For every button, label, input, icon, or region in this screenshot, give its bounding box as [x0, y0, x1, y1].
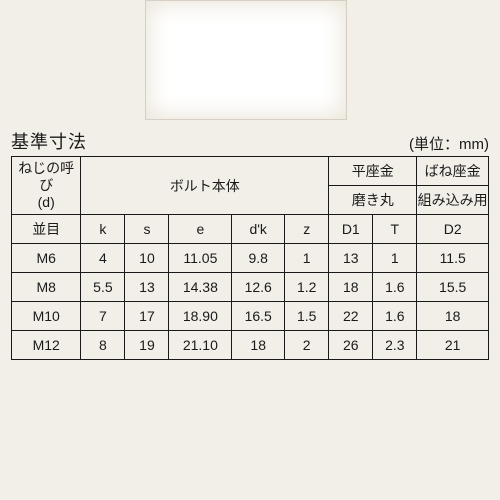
cell-d: M8 — [12, 273, 81, 302]
cell-e: 14.38 — [169, 273, 232, 302]
cell-s: 13 — [125, 273, 169, 302]
cell-D1: 26 — [329, 331, 373, 360]
th-polished-round: 磨き丸 — [329, 186, 417, 215]
cell-e: 18.90 — [169, 302, 232, 331]
th-built-in: 組み込み用 — [417, 186, 489, 215]
table-row: M6 4 10 11.05 9.8 1 13 1 11.5 — [12, 244, 489, 273]
th-coarse: 並目 — [12, 215, 81, 244]
cell-d: M10 — [12, 302, 81, 331]
th-k: k — [81, 215, 125, 244]
cell-D2: 11.5 — [417, 244, 489, 273]
cell-D1: 22 — [329, 302, 373, 331]
cell-z: 2 — [285, 331, 329, 360]
th-thread-line2: (d) — [12, 194, 80, 211]
th-dk: d'k — [232, 215, 285, 244]
th-e: e — [169, 215, 232, 244]
cell-dk: 12.6 — [232, 273, 285, 302]
cell-z: 1.2 — [285, 273, 329, 302]
cell-dk: 9.8 — [232, 244, 285, 273]
th-thread-line1: ねじの呼び — [12, 160, 80, 194]
th-s: s — [125, 215, 169, 244]
th-T: T — [373, 215, 417, 244]
cell-k: 7 — [81, 302, 125, 331]
page: 基準寸法 (単位：mm) ねじの呼び (d) ボルト本体 平座金 ばね座金 — [0, 0, 500, 500]
cell-dk: 18 — [232, 331, 285, 360]
th-D2: D2 — [417, 215, 489, 244]
th-D1: D1 — [329, 215, 373, 244]
table-title: 基準寸法 — [11, 128, 87, 154]
placeholder-box — [145, 0, 347, 120]
unit-label: (単位：mm) — [409, 133, 489, 154]
table-row: M8 5.5 13 14.38 12.6 1.2 18 1.6 15.5 — [12, 273, 489, 302]
cell-s: 19 — [125, 331, 169, 360]
th-bolt-body: ボルト本体 — [81, 157, 329, 215]
cell-dk: 16.5 — [232, 302, 285, 331]
th-flat-washer: 平座金 — [329, 157, 417, 186]
table-row: M10 7 17 18.90 16.5 1.5 22 1.6 18 — [12, 302, 489, 331]
cell-d: M12 — [12, 331, 81, 360]
cell-D1: 18 — [329, 273, 373, 302]
dimension-table: ねじの呼び (d) ボルト本体 平座金 ばね座金 磨き丸 組み込み用 並目 k … — [11, 156, 489, 360]
th-spring-washer: ばね座金 — [417, 157, 489, 186]
cell-D2: 15.5 — [417, 273, 489, 302]
cell-T: 1 — [373, 244, 417, 273]
table-row: M12 8 19 21.10 18 2 26 2.3 21 — [12, 331, 489, 360]
thead-row-3: 並目 k s e d'k z D1 T D2 — [12, 215, 489, 244]
cell-k: 4 — [81, 244, 125, 273]
cell-D2: 21 — [417, 331, 489, 360]
cell-D2: 18 — [417, 302, 489, 331]
cell-s: 17 — [125, 302, 169, 331]
cell-k: 8 — [81, 331, 125, 360]
cell-e: 11.05 — [169, 244, 232, 273]
thead-row-1: ねじの呼び (d) ボルト本体 平座金 ばね座金 — [12, 157, 489, 186]
cell-e: 21.10 — [169, 331, 232, 360]
cell-T: 1.6 — [373, 273, 417, 302]
cell-z: 1 — [285, 244, 329, 273]
cell-T: 1.6 — [373, 302, 417, 331]
th-thread: ねじの呼び (d) — [12, 157, 81, 215]
cell-z: 1.5 — [285, 302, 329, 331]
cell-k: 5.5 — [81, 273, 125, 302]
cell-D1: 13 — [329, 244, 373, 273]
table-header-row: 基準寸法 (単位：mm) — [11, 128, 489, 154]
cell-T: 2.3 — [373, 331, 417, 360]
cell-d: M6 — [12, 244, 81, 273]
content-area: 基準寸法 (単位：mm) ねじの呼び (d) ボルト本体 平座金 ばね座金 — [10, 128, 490, 360]
th-z: z — [285, 215, 329, 244]
cell-s: 10 — [125, 244, 169, 273]
